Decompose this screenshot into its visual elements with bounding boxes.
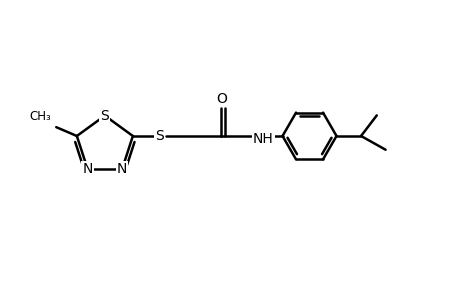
Text: N: N xyxy=(117,162,127,176)
Text: O: O xyxy=(215,92,226,106)
Text: N: N xyxy=(82,162,93,176)
Text: S: S xyxy=(155,129,164,143)
Text: CH₃: CH₃ xyxy=(29,110,51,123)
Text: NH: NH xyxy=(252,132,273,146)
Text: S: S xyxy=(100,109,109,123)
